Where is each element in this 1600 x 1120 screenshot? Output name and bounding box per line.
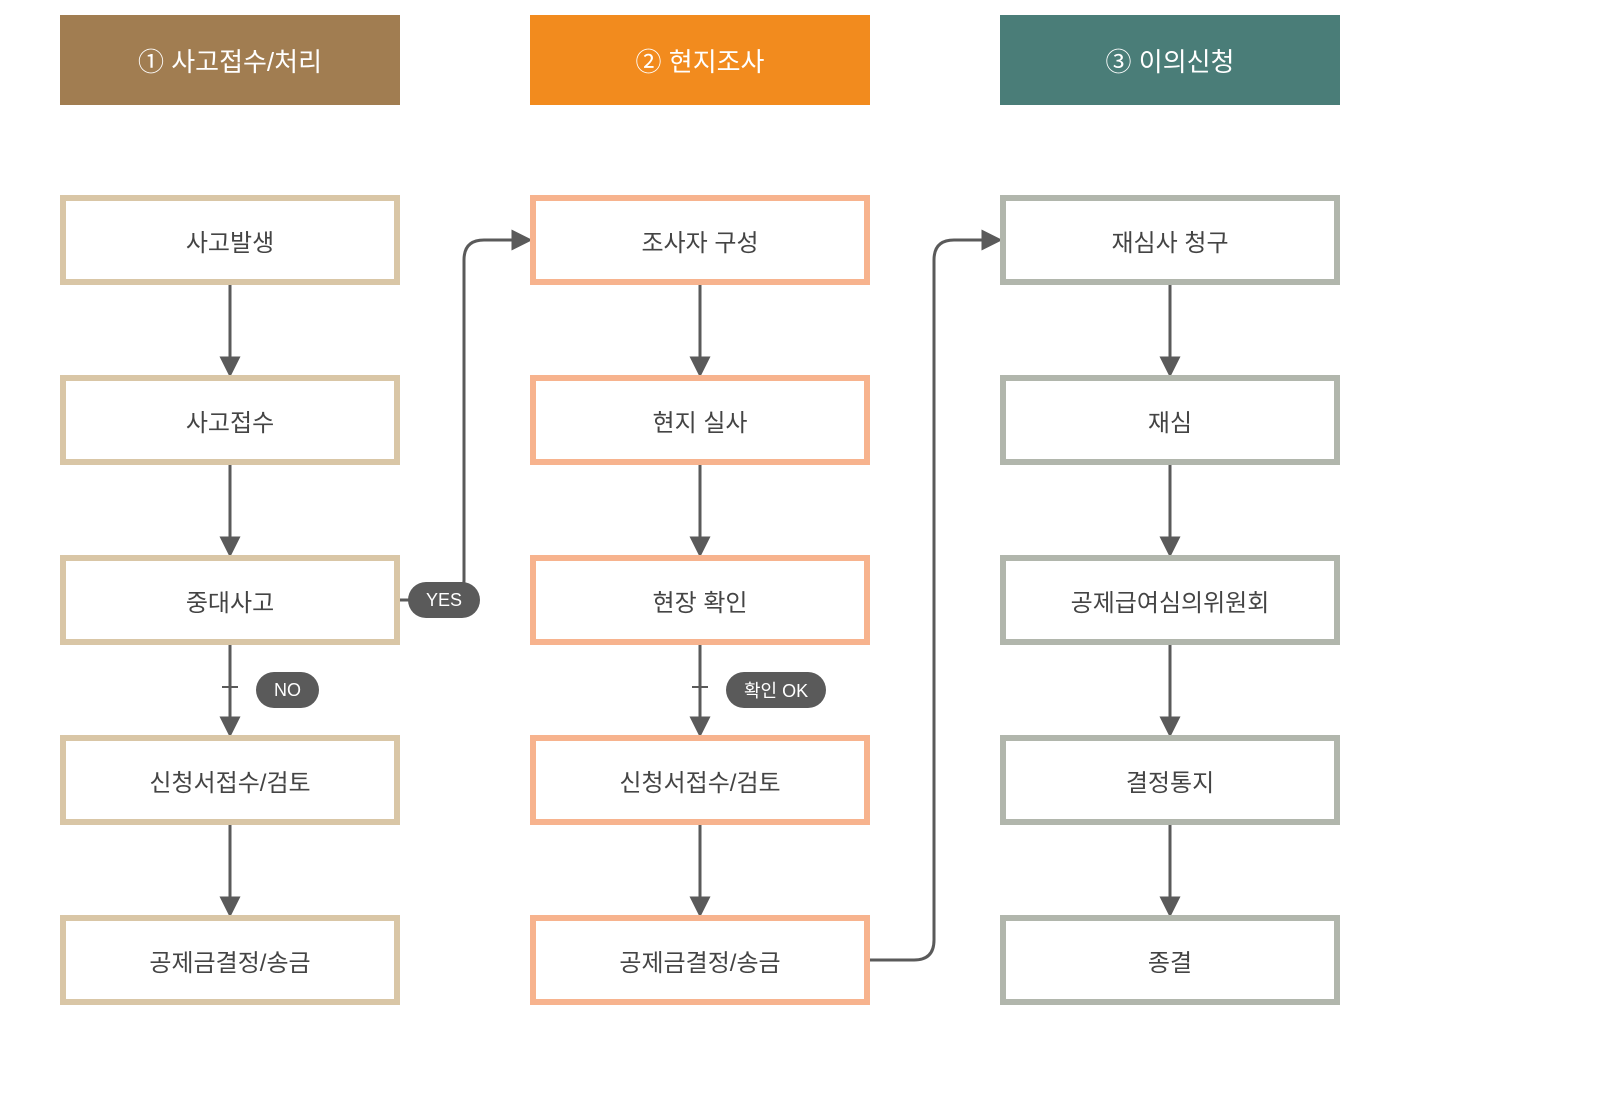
flow-node-label: 신청서접수/검토 (149, 763, 310, 798)
column-header-1: ② 현지조사 (530, 15, 870, 105)
flow-node-1-1: 현지 실사 (530, 375, 870, 465)
badge-label: YES (426, 590, 462, 611)
no-badge: NO (256, 672, 319, 708)
column-header-0: ① 사고접수/처리 (60, 15, 400, 105)
flow-node-label: 종결 (1148, 943, 1192, 978)
column-header-label: ③ 이의신청 (1106, 42, 1235, 79)
flow-node-2-4: 종결 (1000, 915, 1340, 1005)
column-header-label: ② 현지조사 (636, 42, 765, 79)
flow-node-label: 공제금결정/송금 (619, 943, 780, 978)
flow-node-label: 사고발생 (186, 223, 274, 258)
flow-node-2-0: 재심사 청구 (1000, 195, 1340, 285)
flow-node-label: 중대사고 (186, 583, 274, 618)
badge-label: 확인 OK (744, 677, 808, 703)
confirm-ok-badge: 확인 OK (726, 672, 826, 708)
flow-node-label: 사고접수 (186, 403, 274, 438)
flow-node-label: 신청서접수/검토 (619, 763, 780, 798)
flow-node-0-0: 사고발생 (60, 195, 400, 285)
column-header-label: ① 사고접수/처리 (138, 42, 322, 79)
flow-node-1-3: 신청서접수/검토 (530, 735, 870, 825)
flow-node-label: 재심사 청구 (1111, 223, 1228, 258)
flow-node-label: 현지 실사 (653, 403, 748, 438)
flow-node-label: 조사자 구성 (641, 223, 758, 258)
flow-node-0-4: 공제금결정/송금 (60, 915, 400, 1005)
flow-node-2-1: 재심 (1000, 375, 1340, 465)
flow-node-label: 재심 (1148, 403, 1192, 438)
flow-node-0-2: 중대사고 (60, 555, 400, 645)
flow-node-label: 현장 확인 (653, 583, 748, 618)
flow-node-label: 공제급여심의위원회 (1071, 583, 1270, 618)
flow-node-label: 공제금결정/송금 (149, 943, 310, 978)
flow-node-0-3: 신청서접수/검토 (60, 735, 400, 825)
flow-node-0-1: 사고접수 (60, 375, 400, 465)
flow-node-label: 결정통지 (1126, 763, 1214, 798)
flow-node-1-4: 공제금결정/송금 (530, 915, 870, 1005)
flow-node-1-0: 조사자 구성 (530, 195, 870, 285)
flow-node-2-2: 공제급여심의위원회 (1000, 555, 1340, 645)
yes-badge: YES (408, 582, 480, 618)
flow-node-2-3: 결정통지 (1000, 735, 1340, 825)
badge-label: NO (274, 680, 301, 701)
column-header-2: ③ 이의신청 (1000, 15, 1340, 105)
flow-node-1-2: 현장 확인 (530, 555, 870, 645)
